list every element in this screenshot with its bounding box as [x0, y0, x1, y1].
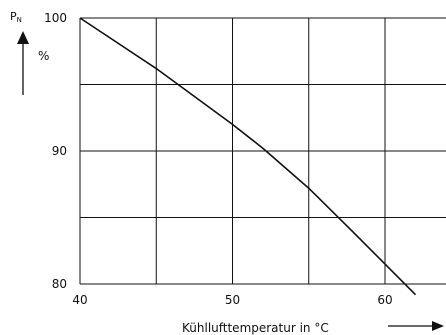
x-axis-arrow-icon: [388, 321, 444, 331]
x-axis-label: Kühllufttemperatur in °C: [182, 321, 329, 335]
data-series: [79, 17, 417, 296]
series-line-0: [79, 17, 417, 296]
grid: [79, 17, 446, 285]
y-tick-label-100: 100: [44, 11, 67, 25]
y-axis-symbol-main: P: [10, 10, 17, 23]
x-tick-label-50: 50: [225, 293, 240, 307]
y-axis-unit: %: [38, 49, 49, 63]
y-axis-arrow-icon: [17, 31, 29, 95]
y-tick-labels: 80 90 100: [44, 11, 67, 291]
y-axis-symbol: PN: [10, 10, 22, 24]
x-tick-label-60: 60: [377, 293, 392, 307]
x-tick-labels: 40 50 60: [72, 293, 392, 307]
x-tick-label-40: 40: [72, 293, 87, 307]
y-axis-symbol-subscript: N: [17, 16, 22, 24]
y-tick-label-80: 80: [52, 277, 67, 291]
y-tick-label-90: 90: [52, 144, 67, 158]
